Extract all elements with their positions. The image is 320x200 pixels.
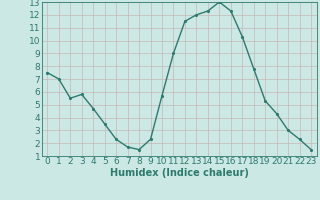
X-axis label: Humidex (Indice chaleur): Humidex (Indice chaleur) bbox=[110, 168, 249, 178]
